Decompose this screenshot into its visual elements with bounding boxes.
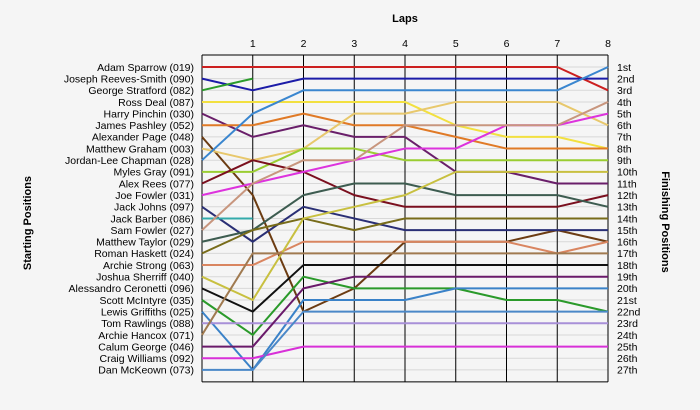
series-name-label: Ross Deal (087) (118, 97, 194, 109)
series-name-label: Archie Strong (063) (103, 260, 194, 272)
series-line (201, 66, 609, 161)
series-name-label: Dan McKeown (073) (98, 365, 194, 377)
series-line (201, 112, 608, 185)
series-line (201, 100, 609, 162)
finishing-position-label: 16th (617, 237, 638, 249)
lap-tick-labels: 1 2 3 4 5 6 7 8 (250, 38, 611, 50)
finishing-position-label: 10th (617, 167, 638, 179)
finishing-position-label: 27th (617, 365, 638, 377)
series-name-label: Jack Johns (097) (114, 202, 194, 214)
series-name-label: Lewis Griffiths (025) (101, 306, 194, 318)
finishing-position-label: 13th (617, 202, 638, 214)
finishing-position-label: 15th (617, 225, 638, 237)
series-line (202, 345, 608, 360)
series-line (202, 100, 609, 150)
finishing-position-label: 8th (617, 143, 632, 155)
y-axis-label-left: Starting Positions (22, 176, 34, 270)
finishing-position-label: 6th (617, 120, 632, 132)
finishing-position-label: 17th (617, 248, 638, 260)
lap-tick-label: 4 (402, 38, 408, 50)
finishing-position-label: 18th (617, 260, 638, 272)
series-line (201, 159, 609, 208)
finishing-position-label: 4th (617, 97, 632, 109)
finishing-position-label: 3rd (617, 85, 632, 97)
series-line (201, 182, 609, 243)
finishing-position-label: 24th (617, 330, 638, 342)
series-name-label: James Pashley (052) (95, 120, 194, 132)
finishing-position-label: 9th (617, 155, 632, 167)
series-line (201, 170, 608, 301)
lap-tick-label: 3 (351, 38, 357, 50)
series-line (201, 101, 609, 231)
finishing-position-labels: 1st2nd3rd4th5th6th7th8th9th10th11th12th1… (617, 62, 641, 377)
lap-tick-label: 8 (605, 38, 611, 50)
finishing-position-label: 7th (617, 132, 632, 144)
lap-tick-label: 2 (301, 38, 307, 50)
series-name-label: Archie Hancox (071) (98, 330, 194, 342)
lap-tick-label: 7 (554, 38, 560, 50)
finishing-position-label: 22nd (617, 306, 641, 318)
series-name-label: Sam Fowler (027) (111, 225, 194, 237)
series-line (201, 287, 608, 371)
series-name-label: Myles Gray (091) (113, 167, 194, 179)
series-line (201, 264, 608, 313)
series-line (201, 77, 608, 92)
finishing-position-label: 26th (617, 353, 638, 365)
series-line (202, 66, 609, 92)
finishing-position-label: 14th (617, 213, 638, 225)
series-name-label: Alessandro Ceronetti (096) (69, 283, 194, 295)
lap-tick-label: 5 (453, 38, 459, 50)
finishing-position-label: 12th (617, 190, 638, 202)
series-name-label: Roman Haskett (024) (94, 248, 194, 260)
series-name-label: Alexander Page (048) (92, 132, 194, 144)
series-name-label: Joshua Sherriff (040) (96, 272, 194, 284)
finishing-position-label: 2nd (617, 73, 635, 85)
series-line (202, 275, 608, 348)
series-line (201, 205, 608, 243)
series-name-label: Harry Pinchin (030) (104, 108, 194, 120)
series-line (201, 252, 608, 336)
finishing-position-label: 11th (617, 178, 637, 190)
series-name-label: George Stratford (082) (88, 85, 194, 97)
finishing-position-label: 1st (617, 62, 631, 74)
series-line (201, 275, 609, 336)
starting-position-labels: Adam Sparrow (019)Joseph Reeves-Smith (0… (64, 62, 194, 377)
series-line (202, 310, 608, 371)
series-line (201, 77, 253, 92)
series-name-label: Jordan-Lee Chapman (028) (65, 155, 194, 167)
series-name-label: Adam Sparrow (019) (97, 62, 194, 74)
finishing-position-label: 19th (617, 272, 638, 284)
series-line (201, 217, 608, 255)
series-line (202, 240, 609, 267)
finishing-position-label: 21st (617, 295, 637, 307)
lap-tick-label: 6 (504, 38, 510, 50)
series-name-label: Scott McIntyre (035) (99, 295, 194, 307)
lap-tick-label: 1 (250, 38, 256, 50)
series-name-label: Craig Williams (092) (99, 353, 194, 365)
series-name-label: Calum George (046) (98, 341, 194, 353)
series-name-label: Matthew Graham (003) (86, 143, 194, 155)
finishing-position-label: 25th (617, 341, 638, 353)
series-lines (201, 66, 609, 371)
y-axis-label-right: Finishing Positions (659, 171, 671, 272)
finishing-position-label: 23rd (617, 318, 638, 330)
series-name-label: Tom Rawlings (088) (101, 318, 194, 330)
series-name-label: Matthew Taylor (029) (96, 237, 194, 249)
finishing-position-label: 5th (617, 108, 632, 120)
series-name-label: Joe Fowler (031) (115, 190, 194, 202)
finishing-position-label: 20th (617, 283, 638, 295)
series-name-label: Alex Rees (077) (119, 178, 194, 190)
chart-title: Laps (392, 13, 418, 25)
series-name-label: Joseph Reeves-Smith (090) (64, 73, 194, 85)
series-name-label: Jack Barber (086) (111, 213, 194, 225)
